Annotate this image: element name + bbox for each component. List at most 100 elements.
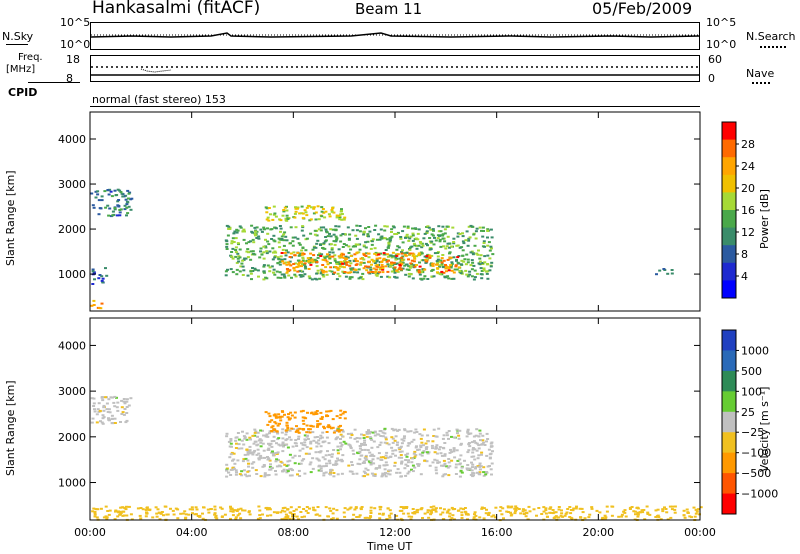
range-cell: [343, 216, 347, 219]
range-cell: [548, 507, 552, 510]
range-cell: [146, 508, 150, 511]
range-cell: [419, 508, 423, 511]
range-cell: [485, 454, 489, 457]
range-cell: [320, 436, 324, 439]
range-cell: [441, 237, 445, 240]
range-cell: [391, 255, 395, 258]
range-cell: [273, 273, 277, 276]
range-cell: [489, 228, 493, 231]
range-cell: [245, 475, 249, 478]
range-cell: [296, 427, 300, 430]
range-cell: [453, 268, 457, 271]
range-cell: [467, 433, 471, 435]
range-cell: [413, 257, 417, 260]
range-cell: [336, 272, 340, 275]
range-cell: [429, 247, 433, 249]
range-cell: [268, 465, 272, 468]
range-cell: [246, 470, 250, 473]
range-cell: [255, 237, 259, 239]
range-cell: [279, 465, 283, 468]
range-cell: [117, 199, 121, 201]
range-cell: [367, 429, 370, 432]
range-cell: [442, 464, 446, 467]
range-cell: [438, 240, 442, 243]
range-cell: [340, 265, 344, 268]
range-cell: [360, 454, 364, 457]
range-cell: [350, 276, 354, 279]
range-cell: [489, 468, 493, 471]
range-cell: [176, 517, 180, 520]
range-cell: [96, 193, 100, 196]
range-cell: [296, 207, 299, 210]
range-cell: [263, 473, 267, 476]
colorbar-tick-label: 8: [741, 248, 748, 261]
range-cell: [238, 270, 242, 273]
range-cell: [303, 438, 307, 441]
range-cell: [317, 465, 321, 468]
range-cell: [446, 235, 450, 238]
range-cell: [409, 430, 413, 433]
range-cell: [254, 268, 258, 271]
power-ylabel: Slant Range [km]: [4, 170, 17, 266]
range-cell: [289, 226, 293, 229]
range-cell: [295, 515, 299, 518]
range-cell: [433, 508, 437, 511]
range-cell: [417, 269, 421, 272]
range-cell: [262, 270, 266, 273]
range-cell: [279, 419, 283, 422]
range-cell: [319, 445, 323, 448]
range-cell: [470, 455, 474, 458]
range-cell: [474, 441, 478, 444]
range-cell: [425, 230, 429, 233]
range-cell: [398, 471, 402, 474]
range-cell: [393, 266, 397, 269]
range-cell: [416, 463, 420, 466]
range-cell: [327, 410, 331, 413]
range-cell: [540, 513, 544, 515]
range-cell: [446, 258, 450, 261]
range-cell: [399, 506, 403, 508]
y-tick-label: 1000: [58, 477, 86, 490]
range-cell: [300, 249, 304, 252]
range-cell: [249, 258, 253, 261]
range-cell: [409, 518, 413, 521]
range-cell: [308, 431, 312, 434]
range-cell: [274, 470, 277, 472]
range-cell: [243, 509, 247, 512]
range-cell: [233, 462, 237, 465]
range-cell: [339, 260, 343, 263]
range-cell: [289, 242, 292, 245]
range-cell: [288, 429, 292, 432]
range-cell: [472, 435, 476, 438]
range-cell: [656, 508, 660, 511]
range-cell: [472, 472, 476, 475]
range-cell: [472, 440, 476, 443]
range-cell: [426, 509, 430, 512]
range-cell: [332, 431, 336, 434]
range-cell: [270, 265, 274, 268]
range-cell: [387, 241, 391, 244]
range-cell: [450, 450, 454, 453]
range-cell: [473, 244, 477, 247]
range-cell: [289, 467, 293, 470]
range-cell: [232, 232, 236, 235]
range-cell: [406, 465, 410, 467]
range-cell: [250, 462, 254, 465]
range-cell: [225, 475, 229, 478]
range-cell: [259, 456, 263, 459]
range-cell: [257, 505, 261, 508]
range-cell: [445, 434, 449, 437]
range-cell: [398, 261, 402, 264]
range-cell: [439, 507, 442, 510]
range-cell: [293, 216, 297, 219]
range-cell: [260, 439, 264, 442]
range-cell: [332, 211, 336, 214]
range-cell: [371, 431, 375, 434]
range-cell: [256, 435, 259, 438]
range-cell: [549, 506, 553, 509]
range-cell: [305, 431, 309, 434]
range-cell: [288, 263, 292, 266]
range-cell: [327, 453, 331, 456]
range-cell: [96, 408, 100, 411]
range-cell: [630, 506, 634, 508]
